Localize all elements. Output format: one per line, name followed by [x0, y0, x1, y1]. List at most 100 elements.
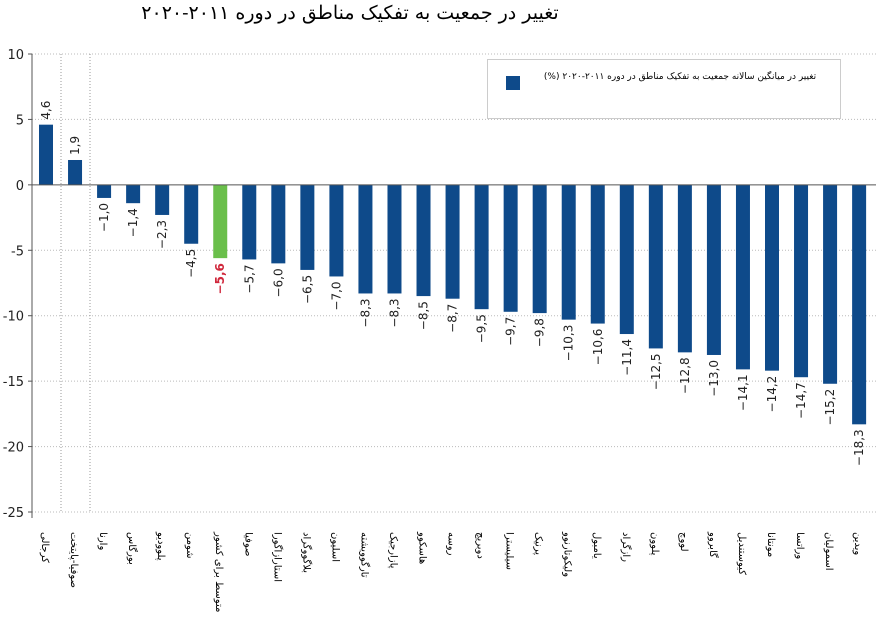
- legend-swatch: [506, 76, 520, 90]
- bar: [823, 184, 838, 384]
- bar: [503, 184, 518, 312]
- bar: [619, 184, 634, 335]
- bar: [648, 184, 663, 349]
- value-label: −8,3: [387, 298, 401, 327]
- bar: [300, 184, 315, 270]
- x-tick-label: استارازاگورا: [271, 532, 283, 582]
- legend-label: تغییر در میانگین سالانه جمعیت به تفکیک م…: [543, 72, 817, 82]
- value-label: −6,0: [271, 268, 285, 297]
- value-label: −8,7: [446, 304, 460, 333]
- value-label: −14,1: [736, 374, 750, 411]
- x-tick-label: ویدین: [852, 532, 863, 555]
- value-label: −12,8: [678, 357, 692, 394]
- y-tick-label: -10: [3, 310, 24, 325]
- bar: [445, 184, 460, 299]
- x-tick-label: رازگراد: [620, 532, 632, 562]
- bar: [39, 124, 53, 185]
- bar: [387, 184, 402, 294]
- bar: [213, 184, 228, 259]
- value-label: −10,3: [562, 325, 576, 362]
- x-tick-label: گابروو: [707, 531, 719, 558]
- x-tick-label: مونتانا: [765, 532, 776, 557]
- bar: [765, 184, 779, 371]
- x-tick-label: شومن: [184, 532, 195, 559]
- y-tick-label: 0: [16, 179, 24, 194]
- bar: [271, 184, 286, 264]
- bar: [474, 184, 489, 310]
- value-label: −9,8: [533, 318, 547, 347]
- bar: [852, 184, 867, 425]
- x-tick-label: متوسط برای کشور: [213, 531, 224, 612]
- value-label: −9,7: [504, 317, 518, 346]
- bar: [561, 184, 576, 320]
- x-tick-label: کرجالی: [39, 532, 50, 563]
- bar: [794, 184, 809, 378]
- x-tick-label: وراتسا: [794, 532, 805, 559]
- x-tick-label: کیوستندیل: [736, 532, 747, 575]
- x-tick-label: سیلیسترا: [504, 532, 515, 570]
- x-tick-label: ولیکوتارنوو: [562, 531, 573, 577]
- y-tick-label: -20: [3, 441, 24, 456]
- x-tick-label: پلوون: [649, 532, 660, 556]
- bar: [155, 184, 170, 215]
- x-tick-label: دوبریچ: [475, 532, 486, 559]
- x-tick-label: تارگوویشته: [358, 532, 370, 578]
- bar: [329, 184, 344, 277]
- value-label: −4,5: [184, 249, 198, 278]
- value-label: −11,4: [620, 339, 634, 376]
- x-tick-label: هاسکوو: [417, 531, 428, 564]
- x-tick-label: بلاگووگراد: [300, 532, 312, 573]
- value-label: −10,6: [591, 329, 605, 366]
- bar: [242, 184, 257, 260]
- bar: [184, 184, 199, 244]
- x-tick-label: پرنیک: [533, 532, 544, 555]
- bar: [677, 184, 692, 353]
- bar: [735, 184, 750, 370]
- bar: [532, 184, 547, 314]
- x-tick-label: یامبول: [591, 532, 602, 559]
- bar: [68, 159, 83, 185]
- value-label: −6,5: [300, 275, 314, 304]
- value-label: −5,6: [213, 263, 227, 294]
- bar: [97, 184, 112, 198]
- bar: [416, 184, 431, 297]
- bar: [590, 184, 605, 324]
- value-label: −8,5: [417, 301, 431, 330]
- value-label: −12,5: [649, 353, 663, 390]
- bar: [126, 184, 141, 204]
- value-label: −1,4: [126, 208, 140, 237]
- value-label: −5,7: [242, 264, 256, 293]
- value-label: −14,7: [794, 382, 808, 419]
- x-tick-label: وارنا: [97, 532, 108, 550]
- value-label: −8,3: [358, 298, 372, 327]
- value-label: −9,5: [475, 314, 489, 343]
- y-tick-label: 10: [7, 48, 24, 63]
- value-label: 4,6: [39, 101, 53, 120]
- x-tick-label: پازارجیک: [387, 532, 398, 569]
- y-tick-label: 5: [16, 113, 24, 128]
- value-label: −2,3: [155, 220, 169, 249]
- value-label: −18,3: [852, 429, 866, 466]
- x-tick-label: اسلیون: [329, 532, 340, 562]
- x-tick-label: اسمولیان: [823, 532, 834, 571]
- value-label: −13,0: [707, 360, 721, 397]
- value-label: −15,2: [823, 389, 837, 426]
- x-tick-label: روسه: [446, 532, 457, 556]
- x-tick-label: لووچ: [678, 532, 689, 552]
- value-label: 1,9: [68, 136, 82, 155]
- chart-title: تغییر در جمعیت به تفکیک مناطق در دوره ۲۰…: [141, 2, 559, 24]
- value-label: −7,0: [329, 281, 343, 310]
- x-tick-label: بورگاس: [126, 532, 138, 565]
- y-tick-label: -25: [3, 506, 24, 521]
- x-tick-label: صوفیا: [242, 532, 253, 557]
- y-tick-label: -15: [3, 375, 24, 390]
- x-tick-label: صوفیا-پایتخت: [68, 532, 79, 588]
- y-tick-label: -5: [11, 244, 24, 259]
- legend: تغییر در میانگین سالانه جمعیت به تفکیک م…: [487, 59, 841, 119]
- bar: [358, 184, 373, 294]
- value-label: −1,0: [97, 203, 111, 232]
- value-label: −14,2: [765, 376, 779, 413]
- x-tick-label: پلوودیو: [155, 531, 166, 561]
- bar: [706, 184, 721, 355]
